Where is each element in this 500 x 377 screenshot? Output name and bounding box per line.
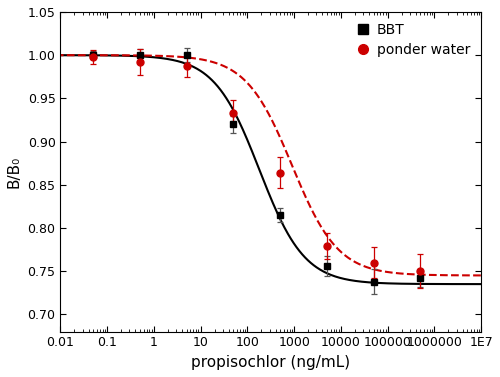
X-axis label: propisochlor (ng/mL): propisochlor (ng/mL) — [191, 355, 350, 370]
Legend: BBT, ponder water: BBT, ponder water — [352, 19, 474, 61]
Y-axis label: B/B₀: B/B₀ — [7, 156, 22, 188]
